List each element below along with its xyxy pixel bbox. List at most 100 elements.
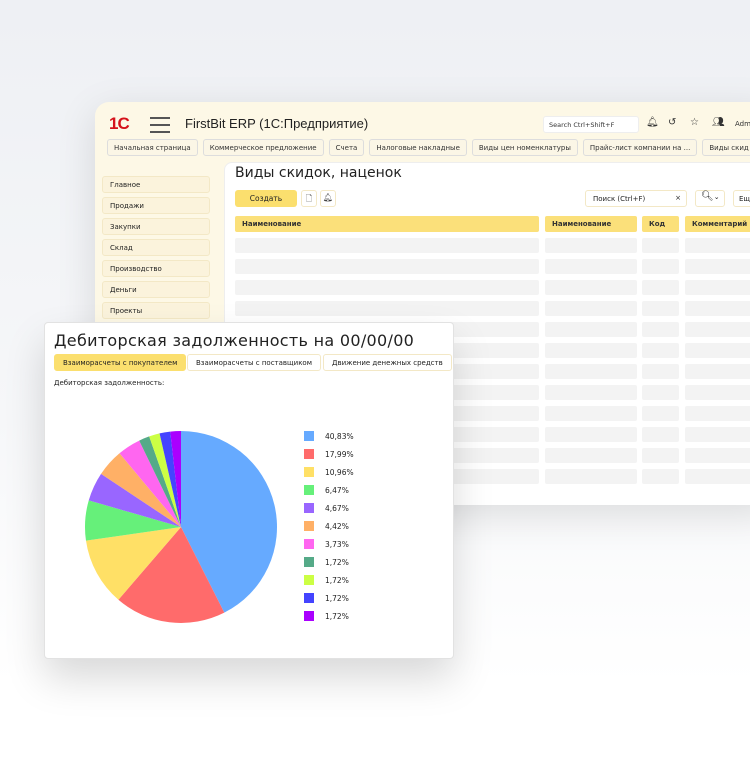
table-cell[interactable] bbox=[235, 259, 539, 274]
column-header[interactable]: Наименование bbox=[545, 216, 637, 232]
table-cell[interactable] bbox=[685, 322, 750, 337]
table-cell[interactable] bbox=[642, 238, 679, 253]
table-cell[interactable] bbox=[642, 322, 679, 337]
table-cell[interactable] bbox=[685, 469, 750, 484]
legend-label: 1,72% bbox=[325, 575, 349, 585]
legend-swatch bbox=[304, 557, 314, 567]
table-cell[interactable] bbox=[642, 343, 679, 358]
table-cell[interactable] bbox=[685, 406, 750, 421]
menu-icon[interactable] bbox=[150, 117, 170, 138]
tab[interactable]: Счета bbox=[328, 139, 365, 156]
tab[interactable]: Прайс-лист компании на ... bbox=[582, 139, 698, 156]
pie-slice[interactable] bbox=[118, 527, 225, 623]
pie-slice[interactable] bbox=[181, 431, 278, 613]
customers-settlements-button[interactable]: Взаиморасчеты с покупателем bbox=[54, 354, 187, 371]
bell-icon[interactable]: 🔔︎ bbox=[646, 117, 659, 128]
sidebar-item[interactable]: Продажи bbox=[102, 197, 210, 214]
table-cell[interactable] bbox=[545, 301, 637, 316]
chart-label: Дебиторская задолженность: bbox=[54, 379, 165, 387]
sidebar-item[interactable]: Производство bbox=[102, 260, 210, 277]
legend-swatch bbox=[304, 539, 314, 549]
table-cell[interactable] bbox=[642, 364, 679, 379]
table-cell[interactable] bbox=[685, 259, 750, 274]
legend-swatch bbox=[304, 485, 314, 495]
create-button[interactable]: Создать bbox=[235, 190, 297, 207]
table-cell[interactable] bbox=[685, 280, 750, 295]
users-icon[interactable]: 👥︎ bbox=[712, 117, 725, 128]
table-cell[interactable] bbox=[545, 385, 637, 400]
copy-icon[interactable]: 🗋︎ bbox=[301, 190, 317, 207]
pie-chart bbox=[85, 431, 278, 623]
report-card: Дебиторская задолженность на 00/00/00 Вз… bbox=[44, 322, 454, 659]
table-cell[interactable] bbox=[545, 343, 637, 358]
pie-slice[interactable] bbox=[88, 473, 181, 527]
table-cell[interactable] bbox=[545, 364, 637, 379]
column-header[interactable]: Наименование bbox=[235, 216, 539, 232]
pie-slice[interactable] bbox=[119, 440, 181, 527]
table-cell[interactable] bbox=[235, 280, 539, 295]
chevron-down-icon: ⌄ bbox=[713, 193, 720, 201]
list-search-input[interactable]: Поиск (Ctrl+F) × bbox=[585, 190, 687, 207]
tab[interactable]: Налоговые накладные bbox=[369, 139, 467, 156]
pie-slice[interactable] bbox=[170, 431, 181, 527]
search-options-button[interactable]: 🔍︎⌄ bbox=[695, 190, 725, 207]
table-cell[interactable] bbox=[545, 427, 637, 442]
history-icon[interactable]: ↺ bbox=[668, 117, 677, 128]
column-header[interactable]: Код bbox=[642, 216, 679, 232]
pie-slice[interactable] bbox=[159, 431, 181, 527]
legend-swatch bbox=[304, 593, 314, 603]
user-name[interactable]: Admi bbox=[735, 120, 750, 128]
table-cell[interactable] bbox=[685, 343, 750, 358]
table-cell[interactable] bbox=[545, 448, 637, 463]
table-cell[interactable] bbox=[642, 259, 679, 274]
table-cell[interactable] bbox=[642, 280, 679, 295]
table-cell[interactable] bbox=[685, 448, 750, 463]
table-cell[interactable] bbox=[642, 385, 679, 400]
table-cell[interactable] bbox=[545, 259, 637, 274]
tab[interactable]: Виды цен номенклатуры bbox=[471, 139, 578, 156]
table-cell[interactable] bbox=[642, 301, 679, 316]
table-cell[interactable] bbox=[685, 364, 750, 379]
table-cell[interactable] bbox=[642, 406, 679, 421]
table-cell[interactable] bbox=[545, 280, 637, 295]
global-search-input[interactable]: Search Ctrl+Shift+F bbox=[543, 116, 639, 133]
suppliers-settlements-button[interactable]: Взаиморасчеты с поставщиком bbox=[187, 354, 321, 371]
legend-label: 6,47% bbox=[325, 485, 349, 495]
table-cell[interactable] bbox=[685, 385, 750, 400]
tab[interactable]: Коммерческое предложение bbox=[202, 139, 324, 156]
tab[interactable]: Виды скид bbox=[702, 139, 750, 156]
legend-label: 10,96% bbox=[325, 467, 354, 477]
sidebar-item[interactable]: Деньги bbox=[102, 281, 210, 298]
pie-slice[interactable] bbox=[149, 433, 181, 527]
table-cell[interactable] bbox=[642, 448, 679, 463]
pie-slice[interactable] bbox=[85, 500, 181, 541]
tab[interactable]: Начальная страница bbox=[107, 139, 198, 156]
bell-icon[interactable]: 🔔︎ bbox=[320, 190, 336, 207]
table-cell[interactable] bbox=[235, 301, 539, 316]
pie-slice[interactable] bbox=[101, 453, 181, 527]
table-cell[interactable] bbox=[545, 238, 637, 253]
table-cell[interactable] bbox=[235, 238, 539, 253]
more-button[interactable]: Ещ bbox=[733, 190, 750, 207]
search-placeholder: Поиск (Ctrl+F) bbox=[593, 195, 646, 203]
table-cell[interactable] bbox=[545, 322, 637, 337]
cash-flow-button[interactable]: Движение денежных средств bbox=[323, 354, 452, 371]
table-cell[interactable] bbox=[685, 427, 750, 442]
table-cell[interactable] bbox=[685, 301, 750, 316]
table-cell[interactable] bbox=[642, 469, 679, 484]
table-cell[interactable] bbox=[545, 469, 637, 484]
legend-label: 1,72% bbox=[325, 593, 349, 603]
pie-slice[interactable] bbox=[85, 527, 181, 600]
clear-icon[interactable]: × bbox=[675, 194, 681, 202]
sidebar-item[interactable]: Склад bbox=[102, 239, 210, 256]
table-cell[interactable] bbox=[545, 406, 637, 421]
sidebar-item[interactable]: Главное bbox=[102, 176, 210, 193]
table-cell[interactable] bbox=[685, 238, 750, 253]
star-icon[interactable]: ☆ bbox=[690, 117, 699, 128]
sidebar-item[interactable]: Закупки bbox=[102, 218, 210, 235]
legend-swatch bbox=[304, 521, 314, 531]
pie-slice[interactable] bbox=[139, 436, 181, 527]
column-header[interactable]: Комментарий bbox=[685, 216, 750, 232]
sidebar-item[interactable]: Проекты bbox=[102, 302, 210, 319]
table-cell[interactable] bbox=[642, 427, 679, 442]
